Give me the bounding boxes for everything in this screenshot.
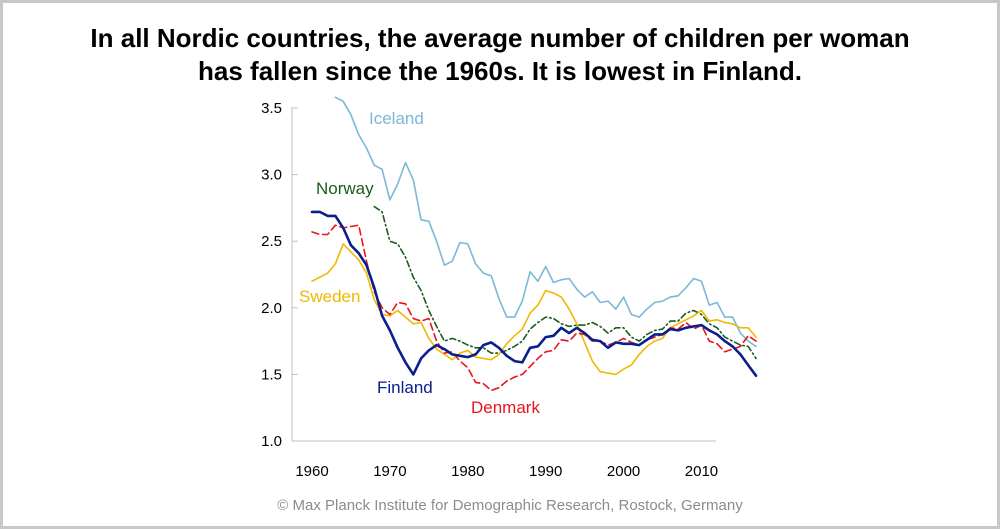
x-tick-label: 1980 <box>451 463 484 480</box>
copyright-credit: © Max Planck Institute for Demographic R… <box>277 497 743 514</box>
axes <box>291 107 716 442</box>
series-line-denmark <box>311 224 757 392</box>
series-label-iceland: Iceland <box>369 109 424 128</box>
series-line-iceland <box>334 96 757 348</box>
y-tick-label: 3.5 <box>261 100 282 117</box>
chart-title: In all Nordic countries, the average num… <box>0 22 1000 88</box>
x-axis-ticks: 1960 1970 1980 1990 2000 2010 <box>295 463 718 480</box>
x-tick-label: 2000 <box>607 463 640 480</box>
series-lines <box>310 96 758 392</box>
title-line-1: In all Nordic countries, the average num… <box>90 23 910 53</box>
x-tick-label: 1970 <box>373 463 406 480</box>
y-axis-ticks: 1.0 1.5 2.0 2.5 3.0 3.5 <box>261 100 298 450</box>
series-label-sweden: Sweden <box>299 287 360 306</box>
y-tick-label: 1.0 <box>261 433 282 450</box>
series-line-finland <box>310 210 758 377</box>
y-tick-label: 2.5 <box>261 233 282 250</box>
series-label-finland: Finland <box>377 378 433 397</box>
series-line-norway <box>373 205 757 360</box>
title-line-2: has fallen since the 1960s. It is lowest… <box>198 56 802 86</box>
x-tick-label: 1990 <box>529 463 562 480</box>
y-tick-label: 2.0 <box>261 300 282 317</box>
x-tick-label: 2010 <box>685 463 718 480</box>
y-tick-label: 3.0 <box>261 167 282 184</box>
series-line-sweden <box>311 243 757 376</box>
series-label-denmark: Denmark <box>471 398 540 417</box>
y-tick-label: 1.5 <box>261 366 282 383</box>
x-tick-label: 1960 <box>295 463 328 480</box>
series-labels: Iceland Norway Sweden Denmark Finland <box>299 109 540 417</box>
series-label-norway: Norway <box>316 179 374 198</box>
